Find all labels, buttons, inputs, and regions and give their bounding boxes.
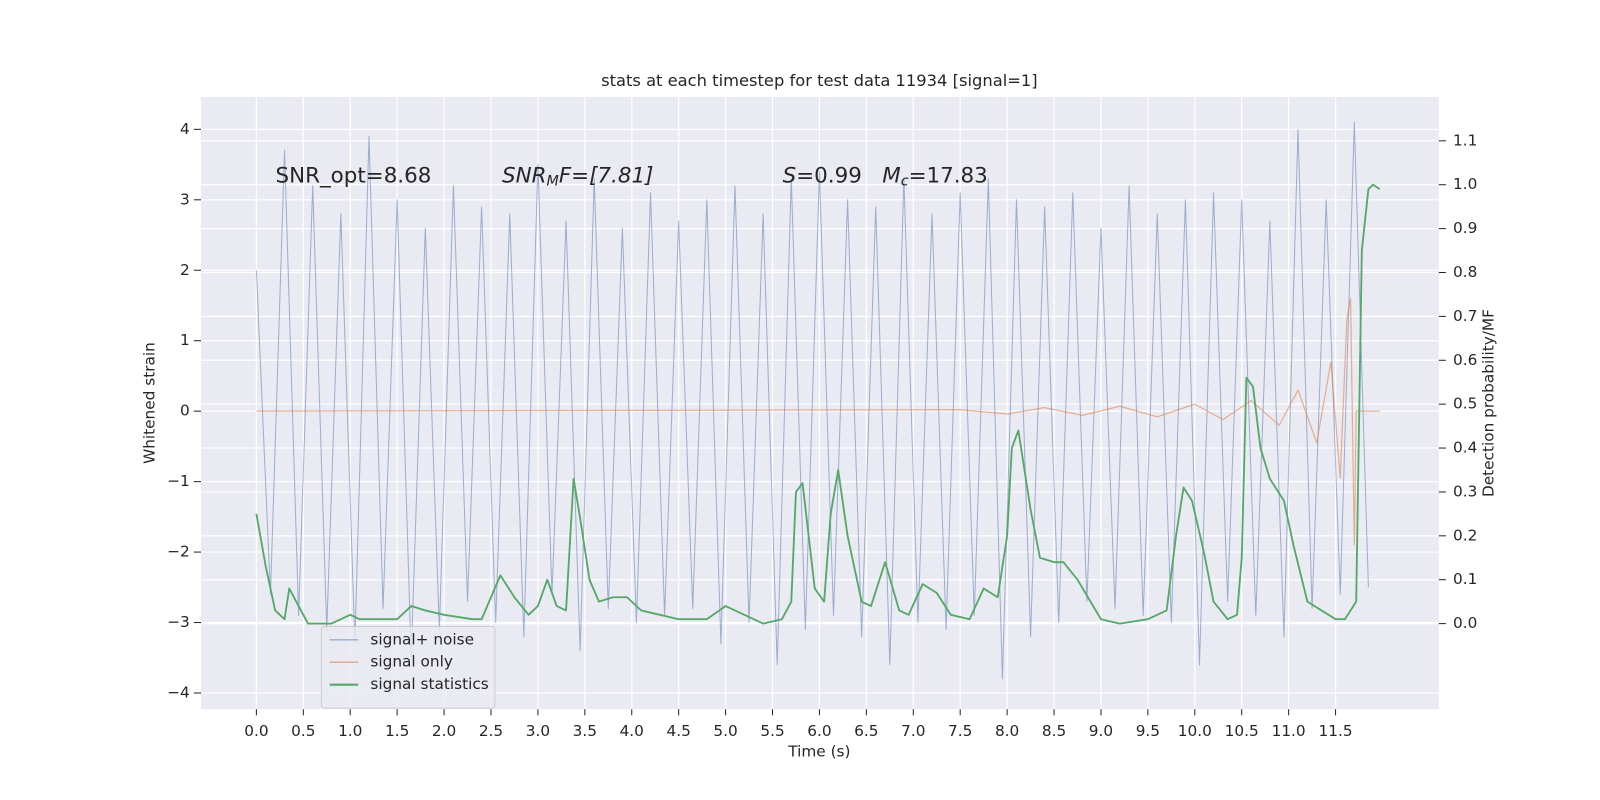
x-tick-label: 11.5 (1319, 722, 1353, 740)
y2-tick-label: 0.0 (1453, 614, 1477, 632)
annotation: S=0.99 Mc=17.83 (783, 164, 988, 190)
x-tick-label: 5.5 (760, 722, 784, 740)
annotation: SNR_opt=8.68 (276, 164, 432, 189)
y2-tick-label: 0.9 (1453, 219, 1477, 237)
y-tick-label: −1 (167, 472, 190, 490)
marks (255, 121, 1381, 680)
x-axis-label: Time (s) (787, 743, 850, 761)
legend: signal+ noise signal only signal statistic… (320, 626, 496, 709)
y2-tick-label: 0.6 (1453, 351, 1477, 369)
annotation-subscript: c (901, 174, 909, 190)
y2-tick-label: 0.1 (1453, 570, 1477, 588)
series-line (255, 183, 1381, 625)
x-tick-label: 3.5 (573, 722, 597, 740)
x-tick-label: 6.5 (854, 722, 878, 740)
y-tick-label: 0 (180, 402, 190, 420)
y2-axis-label: Detection probability/MF (1479, 309, 1497, 497)
annotation-text: =17.83 (909, 164, 988, 189)
x-tick-label: 0.0 (244, 722, 268, 740)
y2-tick-label: 0.8 (1453, 263, 1477, 281)
y-tick-label: −4 (167, 683, 190, 701)
y2-tick-label: 0.4 (1453, 439, 1477, 457)
x-tick-label: 10.0 (1178, 722, 1212, 740)
y-tick-label: 1 (180, 331, 190, 349)
legend-label: signal statistics (370, 675, 488, 693)
annotation-text: SNR (502, 164, 546, 189)
x-tick-label: 11.0 (1272, 722, 1306, 740)
y-axis-label: Whitened strain (141, 342, 159, 464)
y2-tick-label: 1.1 (1453, 131, 1477, 149)
x-tick-label: 4.5 (667, 722, 691, 740)
y2-tick-label: 0.5 (1453, 395, 1477, 413)
annotation-text: F=[7.81] (559, 164, 654, 189)
y-tick-label: 3 (180, 190, 190, 208)
series-line (255, 121, 1369, 680)
y2-tick-label: 0.2 (1453, 526, 1477, 544)
annotation-text: S (783, 164, 797, 189)
y-tick-label: 4 (180, 120, 190, 138)
y-tick-label: −3 (167, 613, 190, 631)
x-tick-label: 8.5 (1042, 722, 1066, 740)
y2-tick-label: 0.7 (1453, 307, 1477, 325)
annotation: SNRMF=[7.81] (502, 164, 653, 190)
annotation-subscript: M (547, 174, 559, 190)
series-line (256, 297, 1380, 546)
annotation-text: SNR_opt=8.68 (276, 164, 432, 189)
x-tick-label: 0.5 (291, 722, 315, 740)
chart-title: stats at each timestep for test data 119… (601, 71, 1038, 90)
x-tick-label: 2.0 (432, 722, 456, 740)
x-tick-label: 8.0 (995, 722, 1019, 740)
x-tick-label: 7.5 (948, 722, 972, 740)
x-tick-label: 9.5 (1136, 722, 1160, 740)
x-tick-label: 9.0 (1089, 722, 1113, 740)
x-tick-label: 10.5 (1225, 722, 1259, 740)
annotation-text: =0.99 (796, 164, 882, 189)
y-tick-label: 2 (180, 261, 190, 279)
x-tick-label: 3.0 (526, 722, 550, 740)
legend-label: signal+ noise (370, 630, 474, 648)
x-tick-label: 1.5 (385, 722, 409, 740)
legend-box (320, 626, 496, 709)
x-tick-label: 4.0 (620, 722, 644, 740)
y-tick-label: −2 (167, 543, 190, 561)
x-tick-label: 6.0 (807, 722, 831, 740)
x-tick-label: 1.0 (338, 722, 362, 740)
legend-label: signal only (370, 653, 452, 671)
x-tick-label: 2.5 (479, 722, 503, 740)
x-tick-label: 5.0 (713, 722, 737, 740)
y2-tick-label: 0.3 (1453, 482, 1477, 500)
x-tick-label: 7.0 (901, 722, 925, 740)
y2-tick-label: 1.0 (1453, 175, 1477, 193)
annotation-text: M (882, 164, 900, 189)
